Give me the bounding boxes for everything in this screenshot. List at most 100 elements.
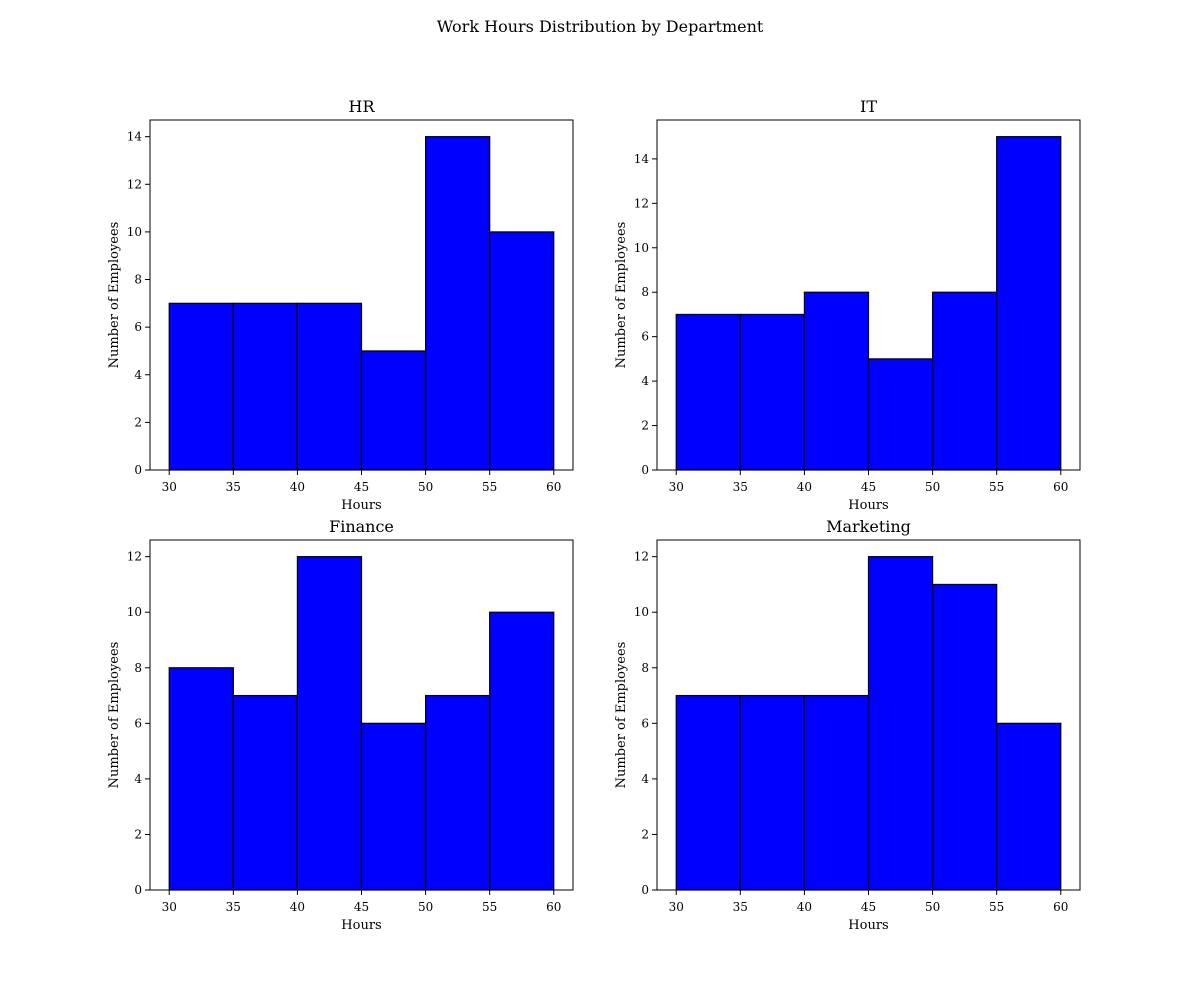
y-tick-label: 4 xyxy=(134,772,142,786)
histogram-bar xyxy=(675,313,741,471)
x-tick-label: 50 xyxy=(418,480,433,494)
subplot-title: IT xyxy=(860,97,877,116)
histogram-bar xyxy=(168,302,234,471)
y-tick-label: 6 xyxy=(134,320,142,334)
histogram-bar xyxy=(424,136,491,471)
histogram-bar xyxy=(675,694,741,891)
x-tick-label: 55 xyxy=(989,480,1004,494)
y-tick-label: 10 xyxy=(634,605,649,619)
x-tick-label: 50 xyxy=(418,900,433,914)
subplot-title: Finance xyxy=(329,517,394,536)
y-tick-label: 12 xyxy=(127,550,142,564)
y-axis-label: Number of Employees xyxy=(614,642,629,789)
y-tick-label: 10 xyxy=(127,225,142,239)
x-tick-label: 45 xyxy=(354,900,369,914)
subplot-title: Marketing xyxy=(826,517,911,536)
histogram-bar xyxy=(739,313,806,471)
y-tick-label: 4 xyxy=(641,772,649,786)
x-tick-label: 50 xyxy=(925,480,940,494)
y-tick-label: 6 xyxy=(641,330,649,344)
histogram-bar xyxy=(931,583,998,891)
y-tick-label: 8 xyxy=(641,661,649,675)
x-tick-label: 35 xyxy=(226,900,241,914)
x-axis-label: Hours xyxy=(848,918,888,933)
histogram-bar xyxy=(867,358,934,471)
y-tick-label: 0 xyxy=(134,463,142,477)
x-tick-label: 30 xyxy=(669,480,684,494)
y-tick-label: 8 xyxy=(134,661,142,675)
x-tick-label: 40 xyxy=(797,900,812,914)
x-tick-label: 30 xyxy=(162,900,177,914)
histogram-bar xyxy=(168,667,234,891)
y-tick-label: 8 xyxy=(641,285,649,299)
x-tick-label: 30 xyxy=(669,900,684,914)
x-tick-label: 35 xyxy=(733,900,748,914)
histogram-bar xyxy=(424,694,491,891)
x-tick-label: 40 xyxy=(290,900,305,914)
histogram-bar xyxy=(803,694,870,891)
y-tick-label: 12 xyxy=(634,550,649,564)
y-tick-label: 8 xyxy=(134,273,142,287)
x-tick-label: 35 xyxy=(733,480,748,494)
histogram-bar xyxy=(803,291,870,471)
histogram-bar xyxy=(296,556,363,891)
x-tick-label: 55 xyxy=(989,900,1004,914)
histogram-bar xyxy=(360,350,427,471)
subplot-hr: 30 35 40 45 50 55 60 0 2 4 6 8 10 12 14 HR Hours Number o… xyxy=(107,97,574,513)
histogram-bar xyxy=(296,302,363,471)
y-tick-label: 10 xyxy=(634,241,649,255)
x-axis-label: Hours xyxy=(341,498,381,513)
y-axis-label: Number of Employees xyxy=(614,222,629,369)
x-tick-label: 45 xyxy=(354,480,369,494)
histogram-bar xyxy=(232,302,299,471)
x-tick-label: 55 xyxy=(482,900,497,914)
y-tick-label: 12 xyxy=(127,177,142,191)
y-tick-label: 2 xyxy=(641,419,649,433)
histogram-bar xyxy=(360,722,427,891)
y-tick-label: 0 xyxy=(641,463,649,477)
y-tick-label: 14 xyxy=(634,152,650,166)
y-tick-label: 12 xyxy=(634,196,649,210)
y-tick-label: 2 xyxy=(134,827,142,841)
histogram-bar xyxy=(489,231,555,471)
x-tick-label: 60 xyxy=(1053,480,1068,494)
x-tick-label: 40 xyxy=(290,480,305,494)
y-axis-label: Number of Employees xyxy=(107,222,122,369)
histogram-bar xyxy=(232,694,299,891)
subplot-it: 30 35 40 45 50 55 60 0 2 4 6 8 10 12 14 IT Hours Number o… xyxy=(614,97,1081,513)
histogram-bar xyxy=(489,611,555,891)
x-axis-label: Hours xyxy=(341,918,381,933)
y-tick-label: 4 xyxy=(641,374,649,388)
x-tick-label: 35 xyxy=(226,480,241,494)
histogram-bar xyxy=(996,722,1062,891)
y-tick-label: 6 xyxy=(134,716,142,730)
subplot-title: HR xyxy=(349,97,376,116)
subplot-marketing: 30 35 40 45 50 55 60 0 2 4 6 8 10 12 Marketing Hours Num… xyxy=(614,517,1081,933)
y-tick-label: 10 xyxy=(127,605,142,619)
histogram-bar xyxy=(931,291,998,471)
x-tick-label: 30 xyxy=(162,480,177,494)
y-tick-label: 2 xyxy=(641,827,649,841)
y-tick-label: 4 xyxy=(134,368,142,382)
histogram-bar xyxy=(867,556,934,891)
x-tick-label: 40 xyxy=(797,480,812,494)
x-tick-label: 50 xyxy=(925,900,940,914)
histogram-bar xyxy=(996,136,1062,471)
y-tick-label: 2 xyxy=(134,415,142,429)
x-tick-label: 60 xyxy=(546,480,561,494)
y-tick-label: 0 xyxy=(134,883,142,897)
x-tick-label: 60 xyxy=(1053,900,1068,914)
y-tick-label: 6 xyxy=(641,716,649,730)
x-tick-label: 45 xyxy=(861,480,876,494)
x-tick-label: 45 xyxy=(861,900,876,914)
y-tick-label: 14 xyxy=(127,130,143,144)
histogram-bar xyxy=(739,694,806,891)
x-axis-label: Hours xyxy=(848,498,888,513)
x-tick-label: 55 xyxy=(482,480,497,494)
subplot-finance: 30 35 40 45 50 55 60 0 2 4 6 8 10 12 Finance Hours Numbe… xyxy=(107,517,574,933)
y-tick-label: 0 xyxy=(641,883,649,897)
y-axis-label: Number of Employees xyxy=(107,642,122,789)
figure-title: Work Hours Distribution by Department xyxy=(437,17,764,36)
